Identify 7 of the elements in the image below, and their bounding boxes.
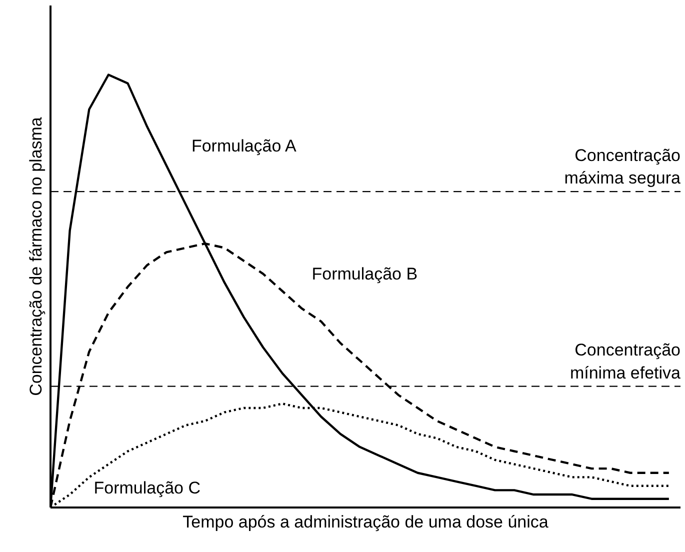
series-label: Formulação C	[94, 478, 201, 498]
y-axis-title: Concentração de fármaco no plasma	[26, 116, 46, 396]
ref-line-label: Concentração máxima segura	[564, 146, 682, 188]
series-label: Formulação A	[191, 136, 297, 156]
series-label: Formulação B	[312, 264, 418, 284]
x-axis-title: Tempo após a administração de uma dose única	[182, 512, 549, 532]
ref-line-label: Concentração mínima efetiva	[570, 340, 682, 382]
